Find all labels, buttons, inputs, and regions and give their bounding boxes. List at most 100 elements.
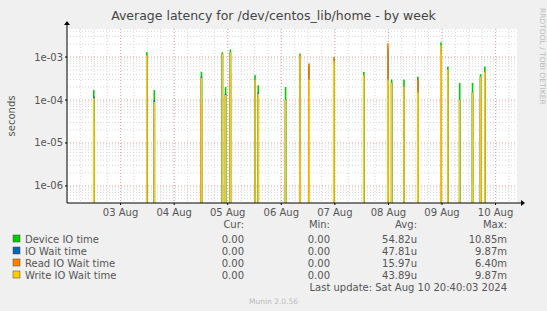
spike <box>285 87 287 203</box>
spike <box>201 77 203 203</box>
spike <box>417 80 419 203</box>
legend-swatch <box>13 259 20 266</box>
spike <box>391 83 393 203</box>
spike <box>225 95 227 203</box>
legend-label: Read IO Wait time <box>25 258 115 269</box>
spike <box>254 80 256 203</box>
spike <box>447 70 449 203</box>
spike <box>154 90 156 203</box>
minor-grid <box>67 44 517 45</box>
legend-label: Write IO Wait time <box>25 270 116 281</box>
spike <box>333 61 335 203</box>
minor-grid <box>508 29 509 203</box>
spike <box>333 57 335 203</box>
spike <box>308 64 310 203</box>
spike <box>440 42 442 203</box>
minor-grid <box>67 31 517 32</box>
spike <box>333 57 335 203</box>
spike <box>154 102 156 203</box>
minor-grid <box>227 29 228 203</box>
spike <box>333 59 335 203</box>
spike <box>285 100 287 203</box>
series <box>93 45 486 203</box>
y-tick-label: 1e-06 <box>34 180 63 191</box>
spike <box>257 94 259 203</box>
legend-stat: 9.87m <box>475 270 507 281</box>
minor-grid <box>281 29 282 203</box>
legend-stat: 0.00 <box>222 246 244 257</box>
spike <box>93 98 95 203</box>
minor-grid <box>67 69 517 70</box>
minor-grid <box>133 29 134 203</box>
minor-grid <box>67 122 517 123</box>
legend-header: Avg: <box>395 219 417 230</box>
minor-grid <box>67 106 517 107</box>
y-tick-label: 1e-05 <box>34 137 63 148</box>
spike <box>447 70 449 203</box>
minor-grid <box>428 29 429 203</box>
spike <box>230 52 232 203</box>
x-tick-label: 10 Aug <box>478 207 513 218</box>
tick <box>442 203 443 205</box>
spike <box>440 45 442 203</box>
spike <box>299 55 301 203</box>
grid-line <box>495 29 496 203</box>
tick <box>334 203 335 205</box>
minor-grid <box>67 63 517 64</box>
spike <box>146 52 148 203</box>
legend-label: IO Wait time <box>25 246 87 257</box>
spike <box>484 72 486 203</box>
minor-grid <box>67 109 517 110</box>
y-tick-label: 1e-03 <box>34 52 63 63</box>
spike <box>201 78 203 203</box>
series <box>93 42 486 203</box>
minor-grid <box>415 29 416 203</box>
x-tick-label: 06 Aug <box>264 207 299 218</box>
minor-grid <box>67 112 517 113</box>
x-tick-label: 04 Aug <box>156 207 191 218</box>
grid-line <box>67 185 517 186</box>
minor-grid <box>107 29 108 203</box>
spike <box>459 100 461 203</box>
legend-stat: 0.00 <box>308 258 330 269</box>
spike <box>391 83 393 203</box>
watermark: RRDTOOL / TOBI OETIKER <box>538 8 547 105</box>
grid <box>67 29 517 203</box>
minor-grid <box>67 79 517 80</box>
background <box>0 0 547 311</box>
x-tick-label: 05 Aug <box>210 207 245 218</box>
legend-stat: 9.87m <box>475 246 507 257</box>
spike <box>257 85 259 203</box>
spike <box>480 74 482 203</box>
spike <box>146 55 148 203</box>
minor-grid <box>174 29 175 203</box>
spike <box>403 87 405 203</box>
spike <box>230 49 232 203</box>
tick <box>120 203 121 205</box>
spike <box>254 80 256 203</box>
minor-grid <box>160 29 161 203</box>
minor-grid <box>67 198 517 199</box>
legend-stat: 0.00 <box>222 258 244 269</box>
legend-stat: 0.00 <box>308 246 330 257</box>
minor-grid <box>67 152 517 153</box>
spike <box>417 92 419 203</box>
x-axis <box>67 203 521 204</box>
spike <box>230 52 232 203</box>
spike <box>285 100 287 203</box>
minor-grid <box>67 190 517 191</box>
grid-line <box>67 100 517 101</box>
minor-grid <box>67 165 517 166</box>
minor-grid <box>455 29 456 203</box>
minor-grid <box>67 117 517 118</box>
spike <box>391 80 393 203</box>
grid-line <box>281 29 282 203</box>
minor-grid <box>67 144 517 145</box>
minor-grid <box>67 61 517 62</box>
legend-stat: 54.82u <box>382 234 417 245</box>
tick <box>65 100 67 101</box>
grid-line <box>120 29 121 203</box>
minor-grid <box>200 29 201 203</box>
spike <box>403 87 405 203</box>
spike <box>308 67 310 203</box>
